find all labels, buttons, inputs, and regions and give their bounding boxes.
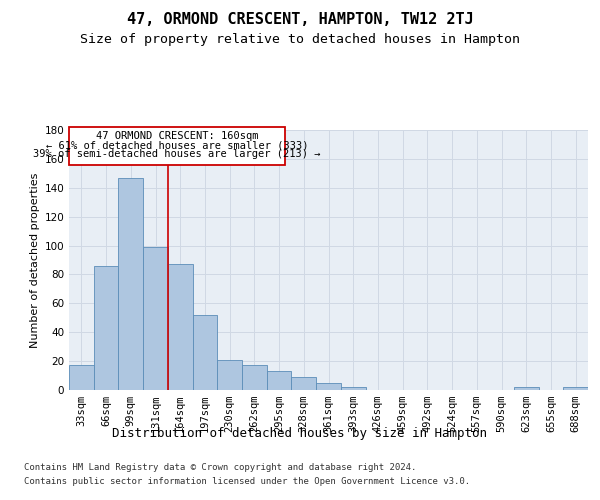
FancyBboxPatch shape xyxy=(70,127,284,164)
Text: 47 ORMOND CRESCENT: 160sqm: 47 ORMOND CRESCENT: 160sqm xyxy=(96,132,258,141)
Text: ← 61% of detached houses are smaller (333): ← 61% of detached houses are smaller (33… xyxy=(46,140,308,150)
Text: Size of property relative to detached houses in Hampton: Size of property relative to detached ho… xyxy=(80,32,520,46)
Bar xyxy=(341,387,365,390)
Text: Distribution of detached houses by size in Hampton: Distribution of detached houses by size … xyxy=(113,428,487,440)
Bar xyxy=(168,264,193,390)
Text: 47, ORMOND CRESCENT, HAMPTON, TW12 2TJ: 47, ORMOND CRESCENT, HAMPTON, TW12 2TJ xyxy=(127,12,473,28)
Bar xyxy=(217,360,242,390)
Text: 39% of semi-detached houses are larger (213) →: 39% of semi-detached houses are larger (… xyxy=(33,149,321,159)
Bar xyxy=(143,247,168,390)
Bar xyxy=(69,366,94,390)
Text: Contains public sector information licensed under the Open Government Licence v3: Contains public sector information licen… xyxy=(24,478,470,486)
Bar xyxy=(118,178,143,390)
Y-axis label: Number of detached properties: Number of detached properties xyxy=(30,172,40,348)
Bar xyxy=(563,387,588,390)
Bar xyxy=(193,315,217,390)
Bar xyxy=(292,377,316,390)
Bar xyxy=(94,266,118,390)
Bar xyxy=(242,366,267,390)
Text: Contains HM Land Registry data © Crown copyright and database right 2024.: Contains HM Land Registry data © Crown c… xyxy=(24,462,416,471)
Bar xyxy=(514,387,539,390)
Bar xyxy=(316,383,341,390)
Bar xyxy=(267,371,292,390)
